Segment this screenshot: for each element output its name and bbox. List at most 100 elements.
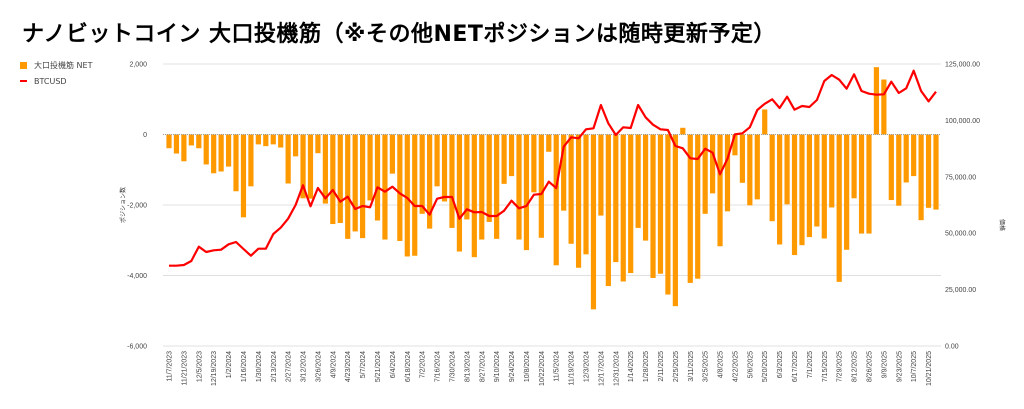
x-tick-label: 8/26/2025 [866, 351, 873, 382]
bar [322, 134, 328, 204]
x-tick-label: 9/24/2024 [509, 351, 516, 382]
left-tick-label: -4,000 [127, 273, 147, 280]
right-axis-ticks: 125,000.00 100,000.00 75,000.00 50,000.00 25… [945, 62, 980, 351]
left-tick-label: -2,000 [127, 203, 147, 210]
bar [784, 134, 790, 205]
bar [575, 134, 582, 268]
left-tick-label: 0 [143, 132, 147, 139]
bar [829, 134, 835, 208]
bar [724, 134, 731, 212]
bar [747, 134, 753, 206]
bar [672, 134, 678, 307]
bar [225, 134, 232, 167]
bar [925, 134, 932, 208]
x-tick-label: 2/13/2024 [271, 351, 278, 382]
x-tick-label: 11/7/2023 [167, 351, 174, 382]
bar [181, 134, 187, 162]
bar [479, 134, 485, 240]
legend-line-label: BTCUSD [34, 76, 67, 86]
x-tick-label: 8/12/2025 [852, 351, 859, 382]
left-axis-title: ポジション数 [119, 187, 127, 223]
x-tick-label: 1/2/2024 [226, 351, 233, 378]
x-tick-label: 2/27/2024 [286, 351, 293, 382]
x-tick-label: 11/19/2024 [569, 351, 576, 386]
bar [635, 134, 641, 228]
x-tick-label: 1/30/2024 [256, 351, 263, 382]
x-tick-label: 5/21/2024 [375, 351, 382, 382]
bar [486, 134, 492, 222]
x-tick-label: 12/19/2023 [211, 351, 218, 386]
bar [218, 134, 224, 172]
btcusd-line [169, 69, 937, 267]
x-tick-label: 11/5/2024 [554, 351, 561, 382]
bar [278, 134, 284, 148]
bar [561, 134, 567, 211]
x-tick-label: 5/20/2025 [762, 351, 769, 382]
bar [866, 134, 872, 234]
bar [508, 134, 515, 177]
bar [791, 134, 798, 256]
x-tick-label: 10/8/2024 [524, 351, 531, 382]
bar [620, 134, 626, 282]
bar [374, 134, 381, 221]
bar [896, 134, 902, 206]
bar [270, 134, 276, 145]
left-tick-label: 2,000 [129, 62, 147, 69]
bar [680, 127, 686, 135]
x-tick-label: 12/17/2024 [598, 351, 605, 386]
bar [427, 134, 433, 229]
bar [412, 134, 418, 256]
bar [315, 134, 321, 154]
bar [292, 134, 299, 157]
bar [739, 134, 745, 183]
bar [345, 134, 351, 239]
x-tick-label: 4/8/2025 [718, 351, 725, 378]
legend-item-net: 大口投機筋 NET [20, 57, 92, 73]
x-tick-label: 7/2/2024 [420, 351, 427, 378]
x-tick-label: 8/27/2024 [479, 351, 486, 382]
x-tick-label: 6/4/2024 [390, 351, 397, 378]
x-tick-label: 10/22/2024 [539, 351, 546, 386]
bar [494, 134, 500, 239]
bar [404, 134, 410, 257]
x-tick-label: 7/30/2024 [449, 351, 456, 382]
bar [464, 134, 470, 220]
x-tick-label: 1/16/2024 [241, 351, 248, 382]
bar [858, 134, 865, 234]
bar [397, 134, 403, 241]
x-tick-label: 5/6/2025 [747, 351, 754, 378]
legend-bar-swatch [20, 61, 27, 69]
x-tick-label: 6/3/2025 [777, 351, 784, 378]
x-tick-label: 11/21/2023 [181, 351, 188, 386]
bar [903, 134, 909, 183]
bar [307, 134, 314, 199]
bar [799, 134, 805, 246]
x-tick-label: 6/18/2024 [405, 351, 412, 382]
bar [330, 134, 336, 225]
bar [844, 134, 850, 250]
legend-bar-label: 大口投機筋 NET [34, 60, 93, 70]
x-tick-label: 10/7/2025 [911, 351, 918, 382]
bar [546, 134, 552, 152]
bar [211, 134, 217, 174]
bar [196, 134, 202, 149]
bar [240, 134, 247, 218]
bar [657, 134, 664, 274]
legend: 大口投機筋 NET BTCUSD [20, 57, 92, 89]
bar [516, 134, 522, 240]
x-tick-label: 9/23/2025 [896, 351, 903, 382]
bar [188, 134, 194, 146]
x-tick-label: 12/3/2024 [584, 351, 591, 382]
x-tick-label: 3/26/2024 [315, 351, 322, 382]
bar [434, 134, 440, 187]
bar [449, 134, 455, 228]
x-tick-label: 6/17/2025 [792, 351, 799, 382]
bar [583, 134, 589, 255]
bar [650, 134, 656, 278]
bar [337, 134, 343, 223]
bar [732, 134, 738, 156]
bar [806, 134, 813, 238]
bar [710, 134, 716, 194]
bar [836, 134, 842, 282]
